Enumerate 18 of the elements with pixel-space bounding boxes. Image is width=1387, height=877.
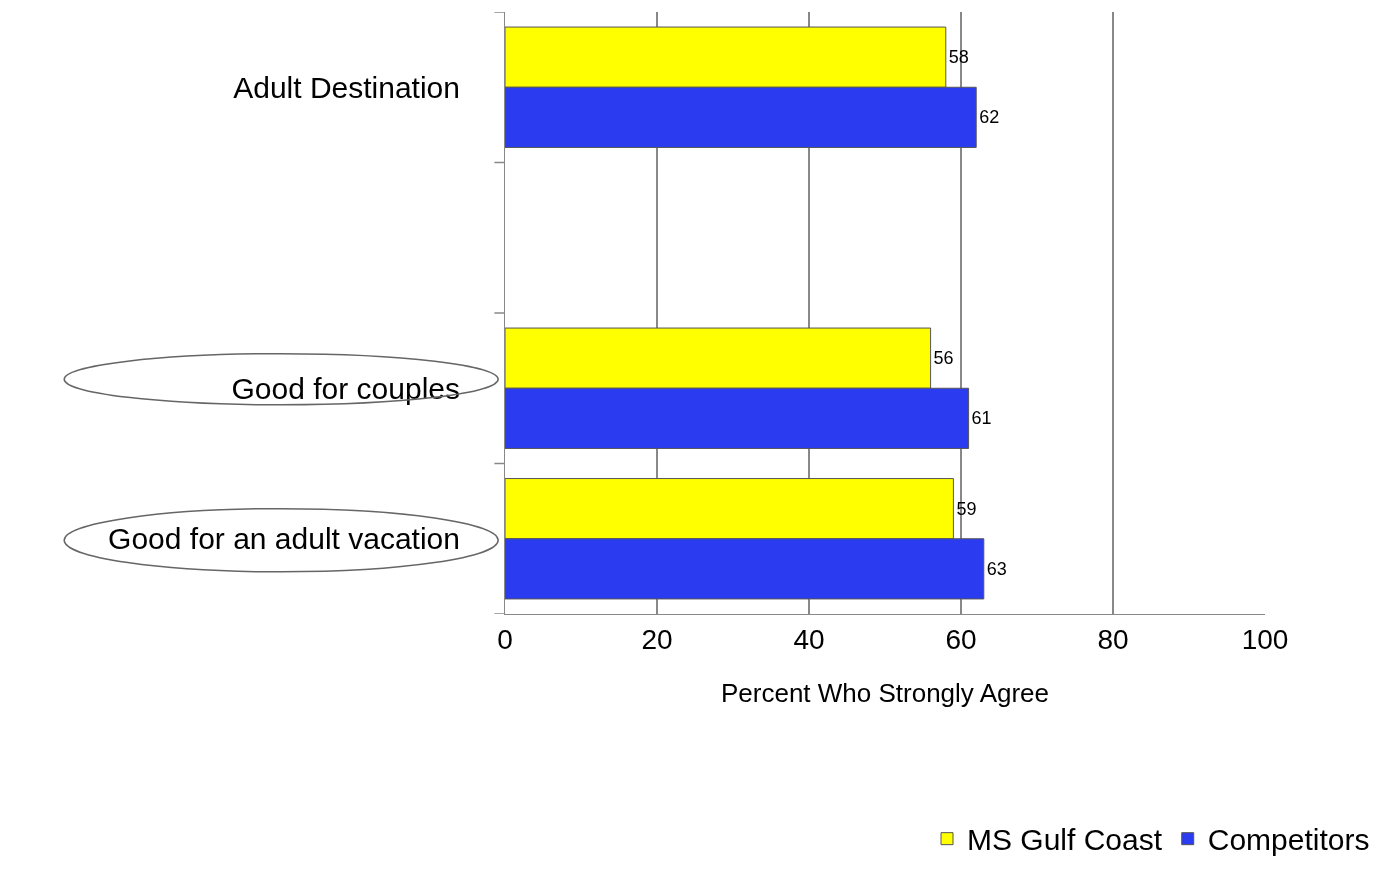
data-label: 62 <box>979 107 1000 128</box>
x-tick-label: 100 <box>1241 623 1289 655</box>
x-tick-label: 40 <box>793 623 825 655</box>
y-tick-label: Good for an adult vacation <box>108 522 460 556</box>
legend-label: MS Gulf Coast <box>967 823 1163 857</box>
data-label: 56 <box>933 348 954 369</box>
y-tick-label: Good for couples <box>231 371 460 405</box>
x-tick-label: 0 <box>497 623 513 655</box>
data-label: 59 <box>956 498 977 519</box>
data-label: 63 <box>986 558 1007 579</box>
y-tick-label: Adult Destination <box>233 70 460 104</box>
x-tick-label: 80 <box>1097 623 1129 655</box>
x-tick-label: 60 <box>945 623 977 655</box>
x-axis-title: Percent Who Strongly Agree <box>720 678 1050 709</box>
legend-label: Competitors <box>1207 823 1370 857</box>
data-label: 61 <box>971 408 992 429</box>
x-tick-label: 20 <box>641 623 673 655</box>
data-label: 58 <box>948 47 969 68</box>
